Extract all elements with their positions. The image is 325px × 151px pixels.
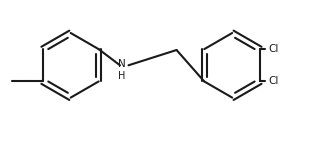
Text: Cl: Cl — [268, 76, 279, 87]
Text: N: N — [118, 59, 125, 69]
Text: H: H — [118, 71, 125, 81]
Text: Cl: Cl — [268, 44, 279, 54]
